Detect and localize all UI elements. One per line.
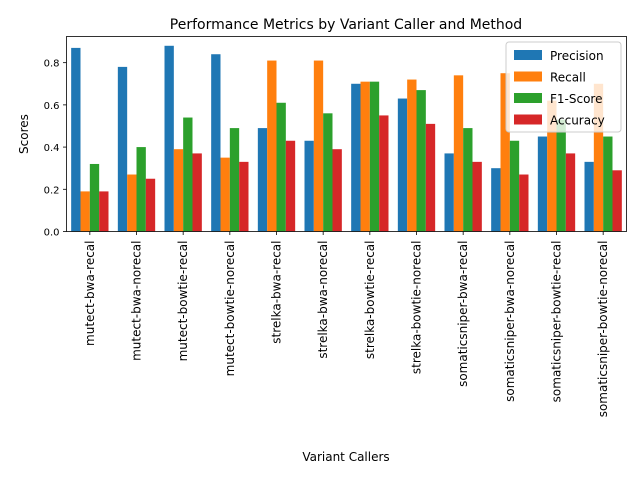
legend: Precision Recall F1-Score Accuracy <box>505 41 622 133</box>
bar-recall-strelka-bwa-norecal <box>313 60 324 232</box>
y-tick-label: 0.0 <box>44 228 60 239</box>
bar-recall-mutect-bowtie-recal <box>173 149 184 232</box>
bar-f1-score-mutect-bwa-recal <box>89 163 100 232</box>
x-axis: mutect-bwa-recal mutect-bwa-norecal mutect… <box>83 231 610 418</box>
bar-f1-score-strelka-bwa-norecal <box>323 113 333 232</box>
bar-recall-mutect-bwa-norecal <box>127 174 137 232</box>
y-tick-label: 0.2 <box>44 185 60 196</box>
bar-accuracy-mutect-bwa-norecal <box>145 178 156 232</box>
x-tick-label: mutect-bwa-recal <box>83 241 97 346</box>
chart-title: Performance Metrics by Variant Caller an… <box>170 17 522 33</box>
legend-label-precision: Precision <box>550 49 604 63</box>
bar-f1-score-strelka-bwa-recal <box>276 102 286 232</box>
bar-precision-strelka-bowtie-recal <box>351 83 361 232</box>
x-tick-label: mutect-bowtie-recal <box>176 241 190 362</box>
bar-accuracy-somaticsniper-bowtie-norecal <box>612 170 622 232</box>
bar-accuracy-strelka-bwa-recal <box>285 140 296 232</box>
bar-f1-score-somaticsniper-bwa-recal <box>463 128 473 232</box>
bar-f1-score-mutect-bowtie-recal <box>183 117 193 232</box>
x-tick-label: strelka-bwa-recal <box>270 241 284 344</box>
bar-precision-somaticsniper-bowtie-norecal <box>584 161 594 232</box>
bar-recall-strelka-bowtie-recal <box>360 81 370 232</box>
bar-f1-score-somaticsniper-bowtie-recal <box>556 119 566 232</box>
bar-f1-score-strelka-bowtie-norecal <box>416 90 426 232</box>
legend-frame <box>505 41 622 133</box>
bar-f1-score-mutect-bowtie-norecal <box>229 128 240 232</box>
bar-recall-mutect-bwa-recal <box>80 191 90 232</box>
bar-accuracy-somaticsniper-bwa-recal <box>472 161 482 232</box>
bar-precision-strelka-bwa-recal <box>257 128 268 232</box>
legend-swatch-precision <box>514 50 542 60</box>
y-axis-label: Scores <box>17 114 31 154</box>
bar-precision-somaticsniper-bwa-recal <box>444 153 454 232</box>
y-tick-label: 0.8 <box>44 59 60 70</box>
bar-accuracy-strelka-bowtie-norecal <box>425 123 436 232</box>
legend-swatch-accuracy <box>514 114 542 125</box>
y-tick-label: 0.4 <box>44 143 60 154</box>
bar-f1-score-mutect-bwa-norecal <box>136 147 146 232</box>
bar-precision-somaticsniper-bwa-norecal <box>491 168 501 232</box>
legend-label-f1-score: F1-Score <box>550 92 602 106</box>
bar-precision-strelka-bowtie-norecal <box>397 98 408 232</box>
x-tick-label: somaticsniper-bwa-recal <box>456 241 470 387</box>
bar-precision-mutect-bowtie-norecal <box>211 54 221 232</box>
bar-precision-somaticsniper-bowtie-recal <box>537 136 548 232</box>
bar-recall-mutect-bowtie-norecal <box>220 157 230 232</box>
bar-f1-score-strelka-bowtie-recal <box>369 81 380 232</box>
x-tick-label: strelka-bwa-norecal <box>316 241 330 359</box>
bar-recall-somaticsniper-bowtie-recal <box>547 100 557 232</box>
legend-swatch-f1-score <box>514 93 542 103</box>
x-tick-label: mutect-bowtie-norecal <box>223 241 237 377</box>
x-tick-label: strelka-bowtie-recal <box>363 241 377 360</box>
x-axis-label: Variant Callers <box>302 450 389 464</box>
bar-accuracy-strelka-bwa-norecal <box>332 149 342 232</box>
bar-precision-mutect-bwa-recal <box>71 47 81 232</box>
x-tick-label: somaticsniper-bowtie-recal <box>550 241 564 403</box>
x-tick-label: mutect-bwa-norecal <box>130 241 144 361</box>
y-axis: 0.0 0.2 0.4 0.6 0.8 <box>44 59 67 239</box>
bar-accuracy-somaticsniper-bowtie-recal <box>565 153 576 232</box>
legend-label-accuracy: Accuracy <box>550 114 605 128</box>
bar-accuracy-mutect-bwa-recal <box>99 191 109 232</box>
bar-recall-strelka-bwa-recal <box>267 60 277 232</box>
x-tick-label: somaticsniper-bwa-norecal <box>503 241 517 402</box>
bars <box>71 45 622 232</box>
bar-recall-strelka-bowtie-norecal <box>407 79 417 232</box>
legend-swatch-recall <box>514 71 542 82</box>
x-tick-label: somaticsniper-bowtie-norecal <box>596 241 610 418</box>
bar-accuracy-mutect-bowtie-recal <box>192 153 202 232</box>
bar-f1-score-somaticsniper-bowtie-norecal <box>603 136 613 232</box>
bar-precision-mutect-bwa-norecal <box>117 66 128 232</box>
bar-recall-somaticsniper-bwa-norecal <box>500 73 510 232</box>
bar-precision-strelka-bwa-norecal <box>304 140 314 232</box>
plot-frame <box>66 36 627 232</box>
bar-accuracy-somaticsniper-bwa-norecal <box>519 174 529 232</box>
bar-recall-somaticsniper-bwa-recal <box>453 75 464 232</box>
y-tick-label: 0.6 <box>44 101 60 112</box>
bar-accuracy-strelka-bowtie-recal <box>379 115 389 232</box>
bar-f1-score-somaticsniper-bwa-norecal <box>509 140 520 232</box>
bar-precision-mutect-bowtie-recal <box>164 45 174 232</box>
legend-label-recall: Recall <box>550 71 586 85</box>
bar-accuracy-mutect-bowtie-norecal <box>239 161 249 232</box>
x-tick-label: strelka-bowtie-norecal <box>410 241 424 375</box>
bar-recall-somaticsniper-bowtie-norecal <box>593 83 604 232</box>
